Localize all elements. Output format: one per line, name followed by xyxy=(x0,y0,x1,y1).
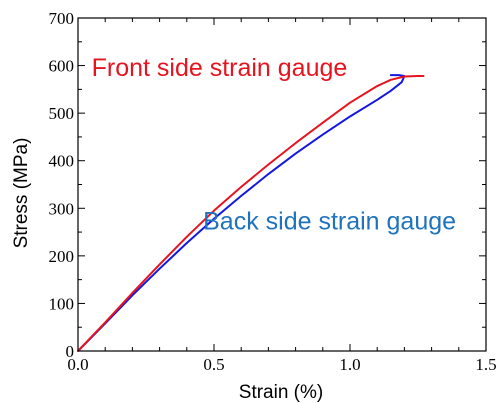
label-layer: 0.0 0.5 1.0 1.5 0 100 200 300 400 500 600 700 Front … xyxy=(49,9,497,374)
y-tick-label: 300 xyxy=(49,199,75,218)
x-axis-title: Strain (%) xyxy=(239,382,323,403)
series-annotation: Back side strain gauge xyxy=(203,208,456,236)
y-tick-label: 200 xyxy=(49,247,75,266)
y-axis-title: Stress (MPa) xyxy=(11,138,32,249)
y-tick-label: 0 xyxy=(66,342,75,361)
x-tick-label: 1.0 xyxy=(339,355,360,374)
y-tick-label: 600 xyxy=(49,57,75,76)
tick-layer xyxy=(77,17,487,352)
series-line xyxy=(77,75,425,352)
series-annotation: Front side strain gauge xyxy=(92,54,348,82)
x-tick-label: 1.5 xyxy=(475,355,496,374)
series-layer xyxy=(77,74,425,352)
x-tick-label: 0.5 xyxy=(203,355,224,374)
y-tick-label: 500 xyxy=(49,104,75,123)
series-line xyxy=(77,74,406,352)
x-tick-label: 0.0 xyxy=(67,355,88,374)
y-tick-label: 400 xyxy=(49,152,75,171)
y-tick-label: 100 xyxy=(49,294,75,313)
y-tick-label: 700 xyxy=(49,9,75,28)
